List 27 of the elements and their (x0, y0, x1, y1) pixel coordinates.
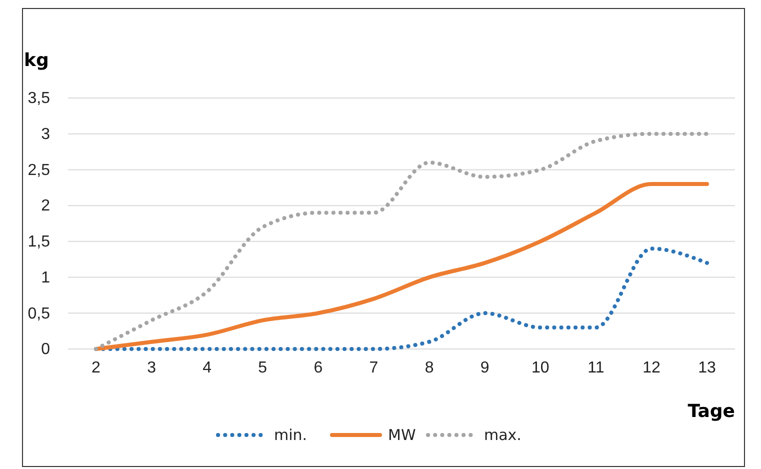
x-tick-label: 6 (314, 359, 323, 376)
x-tick-label: 3 (147, 359, 156, 376)
legend-label: MW (388, 426, 416, 444)
line-series (94, 182, 709, 351)
x-tick-label: 8 (424, 359, 434, 376)
y-axis-title: kg (24, 50, 49, 71)
y-tick-label: 2 (41, 198, 50, 215)
x-axis-title: Tage (688, 401, 735, 422)
x-tick-label: 11 (588, 359, 604, 376)
x-tick-label: 9 (480, 359, 490, 376)
x-tick-label: 12 (642, 359, 660, 376)
y-tick-label: 0 (41, 341, 50, 358)
x-tick-label: 4 (202, 359, 212, 376)
legend-label: min. (274, 426, 308, 444)
legend-label: max. (484, 426, 522, 444)
x-tick-label: 7 (369, 359, 378, 376)
x-tick-label: 13 (698, 359, 716, 376)
y-tick-label: 1 (41, 269, 50, 286)
x-tick-label: 10 (531, 359, 550, 376)
y-tick-label: 3 (41, 126, 50, 143)
y-tick-label: 3,5 (28, 90, 50, 108)
x-tick-label: 5 (258, 359, 268, 376)
y-tick-label: 1,5 (28, 234, 50, 251)
y-tick-label: 0,5 (28, 305, 50, 322)
line-series (94, 132, 709, 351)
x-tick-label: 2 (92, 359, 101, 376)
y-tick-label: 2,5 (28, 162, 50, 179)
